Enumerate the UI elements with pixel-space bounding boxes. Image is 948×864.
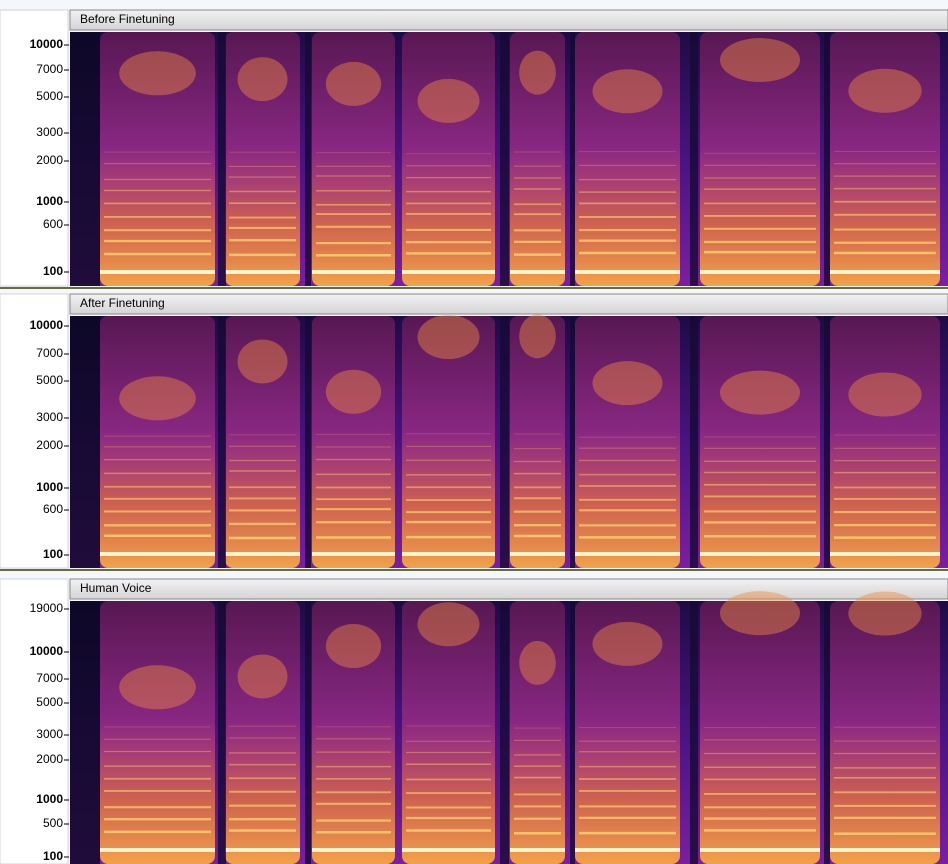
voice-segment xyxy=(402,32,495,286)
gap xyxy=(570,32,575,286)
y-tick-label: 2000 xyxy=(36,153,63,167)
y-tick-label: 600 xyxy=(43,502,63,516)
y-tick-label: 2000 xyxy=(36,752,63,766)
gap xyxy=(305,601,311,864)
axis-panel xyxy=(0,294,68,568)
gap xyxy=(218,32,226,286)
y-tick-label: 5000 xyxy=(36,373,63,387)
formant xyxy=(326,62,381,106)
formant xyxy=(418,602,480,646)
y-tick-label: 3000 xyxy=(36,410,63,424)
formant xyxy=(720,591,800,635)
y-tick-label: 1000 xyxy=(36,792,63,806)
panel-title: Human Voice xyxy=(80,581,152,595)
voice-segment xyxy=(830,316,940,568)
gap xyxy=(690,601,698,864)
voice-segment xyxy=(575,316,680,568)
y-tick-label: 3000 xyxy=(36,727,63,741)
y-tick-label: 7000 xyxy=(36,671,63,685)
gap xyxy=(305,316,311,568)
panel-title: After Finetuning xyxy=(80,296,165,310)
y-tick-label: 100 xyxy=(43,264,63,278)
y-tick-label: 19000 xyxy=(30,601,64,615)
voice-segment xyxy=(830,601,940,864)
formant xyxy=(238,57,288,101)
formant xyxy=(238,654,288,698)
y-tick-label: 5000 xyxy=(36,695,63,709)
formant xyxy=(720,38,800,82)
gap xyxy=(570,316,575,568)
formant xyxy=(119,376,196,420)
voice-segment xyxy=(312,316,395,568)
gap xyxy=(824,316,830,568)
y-tick-label: 2000 xyxy=(36,438,63,452)
formant xyxy=(326,624,381,668)
formant xyxy=(519,314,556,358)
formant xyxy=(238,339,288,383)
formant xyxy=(119,51,196,95)
gap xyxy=(500,32,509,286)
gap xyxy=(690,32,698,286)
y-tick-label: 7000 xyxy=(36,62,63,76)
silence xyxy=(70,32,100,286)
y-tick-label: 5000 xyxy=(36,89,63,103)
y-tick-label: 10000 xyxy=(30,37,64,51)
formant xyxy=(519,641,556,685)
gap xyxy=(570,601,575,864)
gap xyxy=(500,601,509,864)
title-bar xyxy=(70,579,948,599)
silence xyxy=(70,316,100,568)
formant xyxy=(848,69,921,113)
gap xyxy=(305,32,311,286)
panel-title: Before Finetuning xyxy=(80,12,175,26)
voice-segment xyxy=(225,601,300,864)
y-tick-label: 500 xyxy=(43,816,63,830)
formant xyxy=(326,370,381,414)
formant xyxy=(848,372,921,416)
gap xyxy=(824,32,830,286)
voice-segment xyxy=(100,316,215,568)
formant xyxy=(593,361,663,405)
title-bar xyxy=(70,294,948,314)
y-tick-label: 10000 xyxy=(30,644,64,658)
formant xyxy=(119,665,196,709)
spectrogram-window: Before Finetuning 10000 7000 5000 3000 2000 10… xyxy=(0,0,948,864)
voice-segment xyxy=(100,601,215,864)
gap xyxy=(500,316,509,568)
voice-segment xyxy=(700,316,820,568)
formant xyxy=(848,592,921,636)
formant xyxy=(593,622,663,666)
voice-segment xyxy=(700,601,820,864)
y-tick-label: 10000 xyxy=(30,318,64,332)
y-tick-label: 100 xyxy=(43,849,63,863)
voice-segment xyxy=(510,601,565,864)
y-tick-label: 1000 xyxy=(36,194,63,208)
gap xyxy=(218,316,226,568)
gap xyxy=(690,316,698,568)
axis-panel xyxy=(0,10,68,286)
y-tick-label: 100 xyxy=(43,547,63,561)
title-bar xyxy=(70,10,948,30)
y-tick-label: 1000 xyxy=(36,480,63,494)
y-tick-label: 3000 xyxy=(36,125,63,139)
formant xyxy=(519,51,556,95)
y-tick-label: 7000 xyxy=(36,346,63,360)
silence xyxy=(70,601,100,864)
formant xyxy=(593,69,663,113)
formant xyxy=(418,79,480,123)
formant xyxy=(418,315,480,359)
formant xyxy=(720,371,800,415)
y-tick-label: 600 xyxy=(43,217,63,231)
gap xyxy=(824,601,830,864)
gap xyxy=(218,601,226,864)
